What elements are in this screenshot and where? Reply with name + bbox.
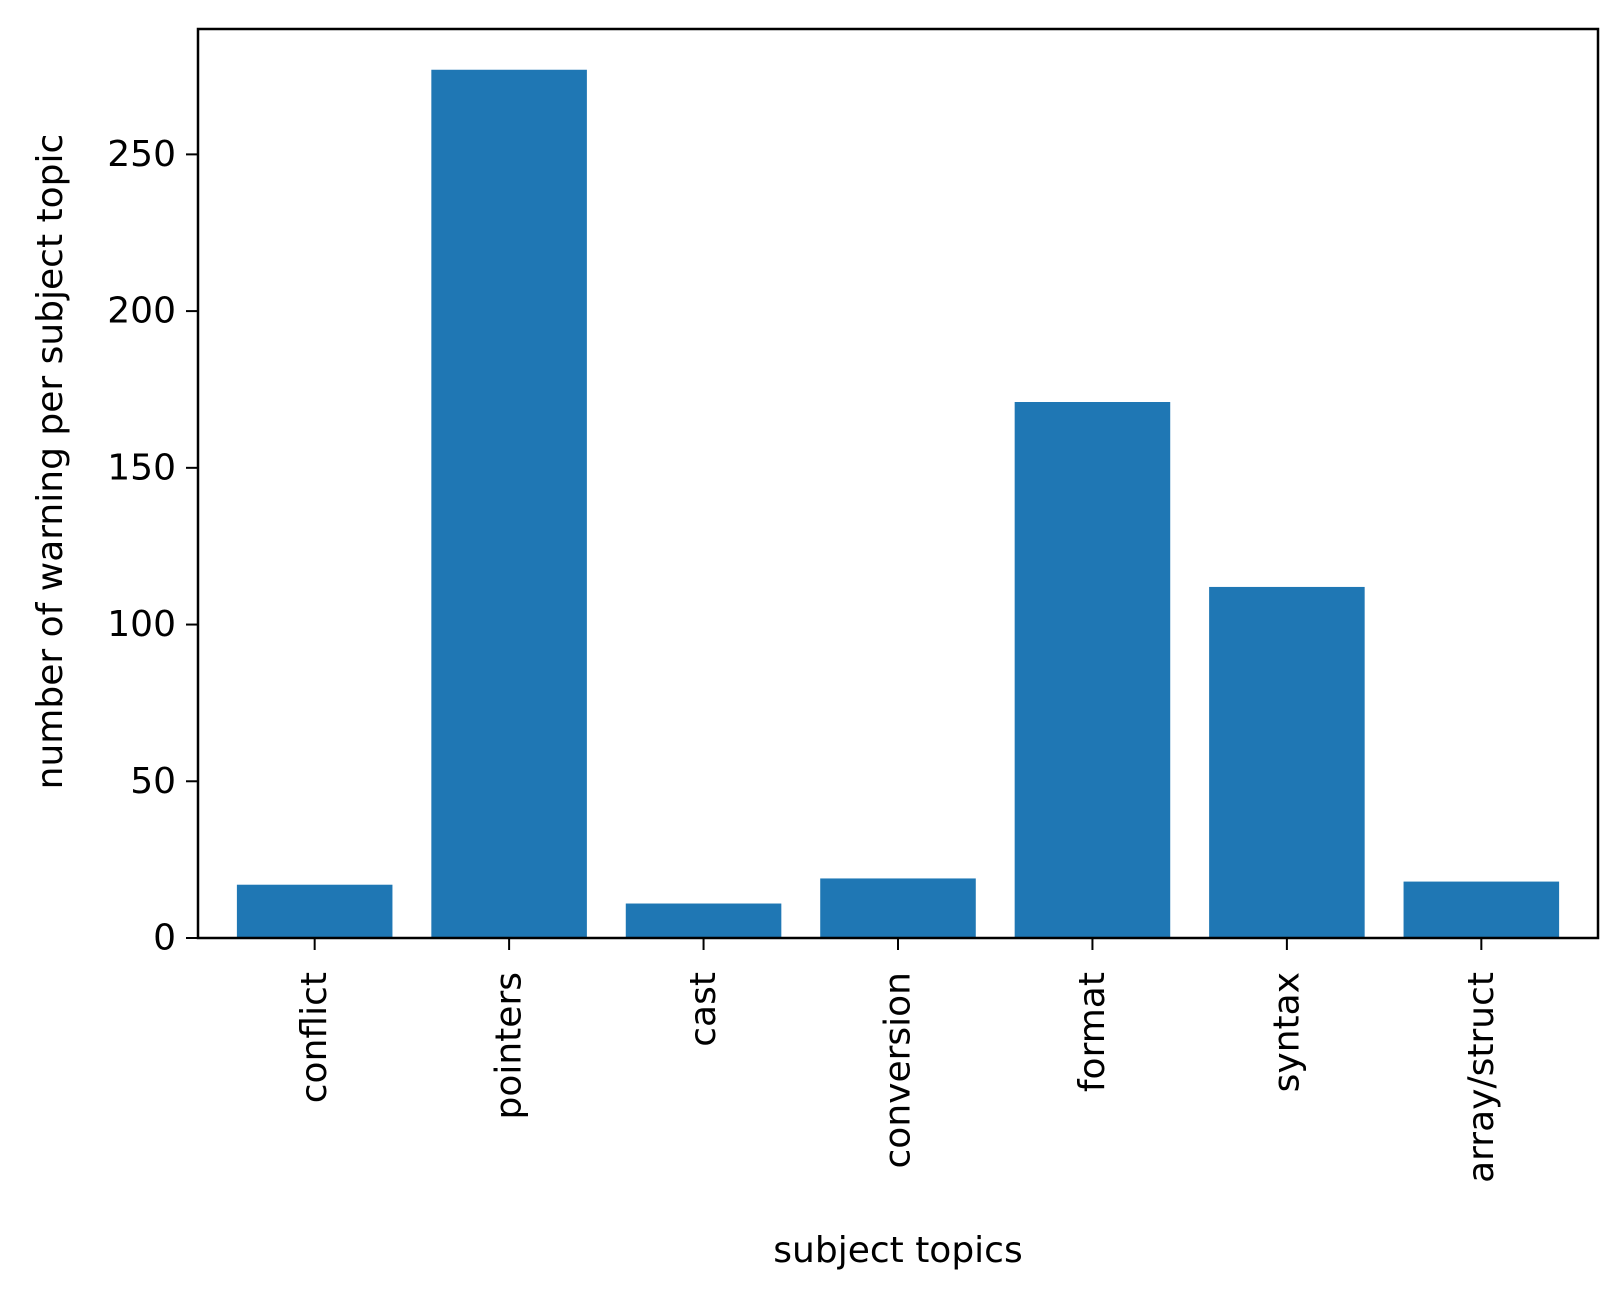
y-tick-label: 250 (107, 134, 176, 175)
x-tick-label: conversion (878, 972, 919, 1169)
bar-format (1014, 402, 1171, 939)
plot-frame (196, 27, 1600, 940)
x-tick-label: syntax (1266, 972, 1307, 1092)
x-tick-label: array/struct (1461, 972, 1502, 1183)
y-tick-label: 50 (130, 761, 176, 802)
y-axis-ticks: 0 50 100 150 200 250 (107, 134, 198, 959)
bars-group (236, 69, 1560, 939)
bar-syntax (1209, 586, 1365, 938)
bar-conversion (820, 878, 976, 938)
y-tick-label: 0 (153, 918, 176, 959)
y-tick-label: 100 (107, 604, 176, 645)
bar-pointers (431, 69, 587, 938)
y-axis-label: number of warning per subject topic (30, 134, 71, 790)
x-tick-label: pointers (489, 972, 530, 1120)
x-axis-label: subject topics (773, 1230, 1022, 1271)
y-tick-label: 150 (107, 447, 176, 488)
y-tick-label: 200 (107, 291, 176, 332)
bar-array-struct (1403, 881, 1560, 938)
x-tick-label: format (1072, 972, 1113, 1092)
x-tick-label: cast (683, 972, 724, 1047)
x-axis-ticks: conflict pointers cast conversion format synt… (294, 938, 1502, 1183)
x-tick-label: conflict (294, 972, 335, 1103)
bar-conflict (236, 884, 393, 938)
bar-cast (625, 903, 782, 938)
